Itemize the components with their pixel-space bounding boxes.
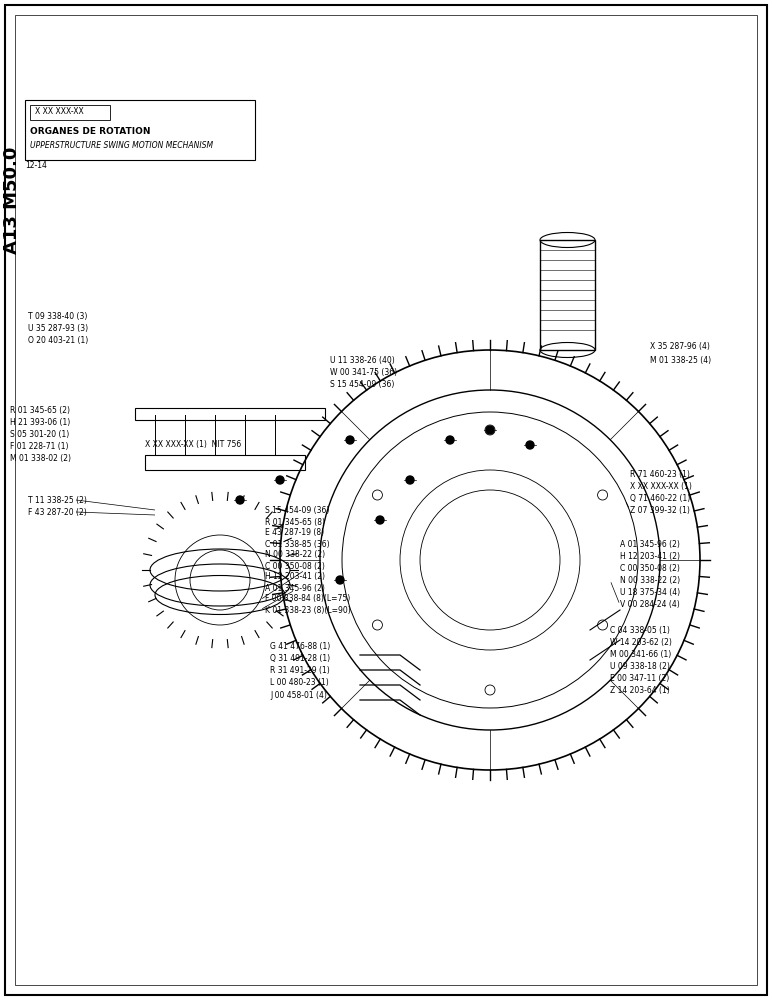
Text: W 14 203-62 (2): W 14 203-62 (2) xyxy=(610,638,672,647)
Text: J 00 458-01 (4): J 00 458-01 (4) xyxy=(270,690,327,700)
Circle shape xyxy=(406,476,414,484)
Text: M 00 341-66 (1): M 00 341-66 (1) xyxy=(610,650,671,658)
Text: F 00 338-84 (8)(L=75): F 00 338-84 (8)(L=75) xyxy=(265,594,350,603)
Circle shape xyxy=(276,476,284,484)
Text: O 20 403-21 (1): O 20 403-21 (1) xyxy=(28,336,88,344)
Text: C 01 338-85 (36): C 01 338-85 (36) xyxy=(265,540,330,548)
Text: X XX XXX-XX: X XX XXX-XX xyxy=(35,107,83,116)
Text: M 01 338-02 (2): M 01 338-02 (2) xyxy=(10,454,71,462)
Text: C 00 350-08 (2): C 00 350-08 (2) xyxy=(265,562,325,570)
Text: T 11 338-25 (2): T 11 338-25 (2) xyxy=(28,495,87,504)
Text: T 09 338-40 (3): T 09 338-40 (3) xyxy=(28,312,87,320)
Text: F 01 228-71 (1): F 01 228-71 (1) xyxy=(10,442,69,450)
Text: R 01 345-65 (2): R 01 345-65 (2) xyxy=(10,406,70,414)
Text: X XX XXX-XX (1): X XX XXX-XX (1) xyxy=(630,482,692,490)
Text: ORGANES DE ROTATION: ORGANES DE ROTATION xyxy=(30,127,151,136)
Text: N 00 338-22 (2): N 00 338-22 (2) xyxy=(620,576,680,585)
Circle shape xyxy=(346,436,354,444)
Text: K 01 338-23 (8)(L=90): K 01 338-23 (8)(L=90) xyxy=(265,605,350,614)
Text: C 00 350-08 (2): C 00 350-08 (2) xyxy=(620,564,680,574)
Text: R 01 345-65 (8): R 01 345-65 (8) xyxy=(265,518,325,526)
Text: C 04 338-05 (1): C 04 338-05 (1) xyxy=(610,626,670,635)
Text: F 43 287-20 (2): F 43 287-20 (2) xyxy=(28,508,86,516)
Circle shape xyxy=(446,436,454,444)
Circle shape xyxy=(336,576,344,584)
Text: H 21 393-06 (1): H 21 393-06 (1) xyxy=(10,418,70,426)
Circle shape xyxy=(236,496,244,504)
Text: V 00 284-24 (4): V 00 284-24 (4) xyxy=(620,600,680,609)
Text: R 31 491-29 (1): R 31 491-29 (1) xyxy=(270,666,330,676)
Text: U 35 287-93 (3): U 35 287-93 (3) xyxy=(28,324,88,332)
Text: L 00 480-23 (1): L 00 480-23 (1) xyxy=(270,678,329,688)
Bar xyxy=(25,100,255,160)
Text: UPPERSTRUCTURE SWING MOTION MECHANISM: UPPERSTRUCTURE SWING MOTION MECHANISM xyxy=(30,140,213,149)
Text: R 71 460-23 (1): R 71 460-23 (1) xyxy=(630,470,690,479)
Text: 12-14: 12-14 xyxy=(25,160,47,169)
Text: Q 31 491-28 (1): Q 31 491-28 (1) xyxy=(270,654,330,664)
Text: Q 71 460-22 (1): Q 71 460-22 (1) xyxy=(630,493,690,502)
Text: S 05 301-20 (1): S 05 301-20 (1) xyxy=(10,430,69,438)
Text: A13 M50.0: A13 M50.0 xyxy=(3,146,21,254)
Text: U 09 338-18 (2): U 09 338-18 (2) xyxy=(610,662,670,670)
Text: S 15 454-09 (36): S 15 454-09 (36) xyxy=(265,506,330,516)
Bar xyxy=(135,408,325,420)
Text: M 01 338-25 (4): M 01 338-25 (4) xyxy=(650,356,711,364)
Text: H 12 203-41 (2): H 12 203-41 (2) xyxy=(265,572,325,582)
Text: X 35 287-96 (4): X 35 287-96 (4) xyxy=(650,342,710,352)
Text: U 18 375-34 (4): U 18 375-34 (4) xyxy=(620,588,680,597)
Text: S 15 454-09 (36): S 15 454-09 (36) xyxy=(330,380,394,389)
Circle shape xyxy=(376,516,384,524)
Bar xyxy=(540,240,595,350)
Text: A 01 345-96 (2): A 01 345-96 (2) xyxy=(620,540,680,550)
Text: H 12 203-41 (2): H 12 203-41 (2) xyxy=(620,552,680,562)
Text: X XX XXX-XX (1)  NIT 756: X XX XXX-XX (1) NIT 756 xyxy=(145,440,241,450)
Text: E 43 287-19 (8): E 43 287-19 (8) xyxy=(265,528,324,538)
Text: W 00 341-75 (36): W 00 341-75 (36) xyxy=(330,368,397,377)
Text: Z 07 399-32 (1): Z 07 399-32 (1) xyxy=(630,506,690,514)
Bar xyxy=(145,455,305,470)
Text: E 00 347-11 (2): E 00 347-11 (2) xyxy=(610,674,669,682)
Bar xyxy=(30,105,110,120)
Circle shape xyxy=(486,426,494,434)
Text: A 01 345-96 (2): A 01 345-96 (2) xyxy=(265,584,325,592)
Text: U 11 338-26 (40): U 11 338-26 (40) xyxy=(330,357,394,365)
Text: G 41 476-88 (1): G 41 476-88 (1) xyxy=(270,643,330,652)
Circle shape xyxy=(526,441,534,449)
Text: N 00 338-22 (2): N 00 338-22 (2) xyxy=(265,550,325,560)
Text: Z 14 203-64 (1): Z 14 203-64 (1) xyxy=(610,686,670,694)
